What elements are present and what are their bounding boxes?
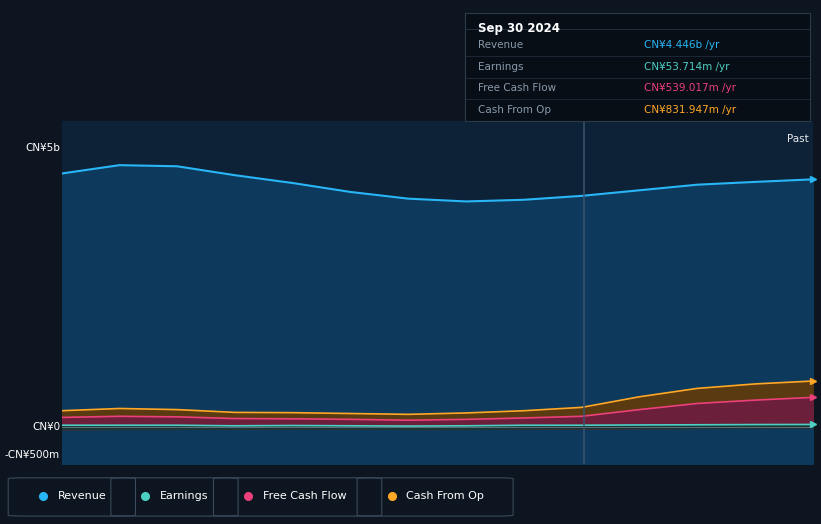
Text: -CN¥500m: -CN¥500m: [5, 450, 60, 461]
Text: Past: Past: [787, 134, 809, 144]
Text: Earnings: Earnings: [479, 62, 524, 72]
Text: CN¥831.947m /yr: CN¥831.947m /yr: [644, 105, 736, 115]
Text: Revenue: Revenue: [479, 40, 524, 50]
Text: 2024: 2024: [609, 486, 641, 499]
Text: CN¥539.017m /yr: CN¥539.017m /yr: [644, 83, 736, 93]
Text: Free Cash Flow: Free Cash Flow: [479, 83, 557, 93]
Text: Cash From Op: Cash From Op: [479, 105, 552, 115]
Text: Sep 30 2024: Sep 30 2024: [479, 21, 561, 35]
Text: 2023: 2023: [421, 486, 453, 499]
Text: CN¥0: CN¥0: [32, 422, 60, 432]
Text: 2022: 2022: [211, 486, 243, 499]
Text: Free Cash Flow: Free Cash Flow: [263, 492, 346, 501]
Text: CN¥53.714m /yr: CN¥53.714m /yr: [644, 62, 730, 72]
Text: CN¥4.446b /yr: CN¥4.446b /yr: [644, 40, 719, 50]
Text: Earnings: Earnings: [160, 492, 209, 501]
Text: Cash From Op: Cash From Op: [406, 492, 484, 501]
Text: CN¥5b: CN¥5b: [25, 144, 60, 154]
Text: Revenue: Revenue: [57, 492, 106, 501]
